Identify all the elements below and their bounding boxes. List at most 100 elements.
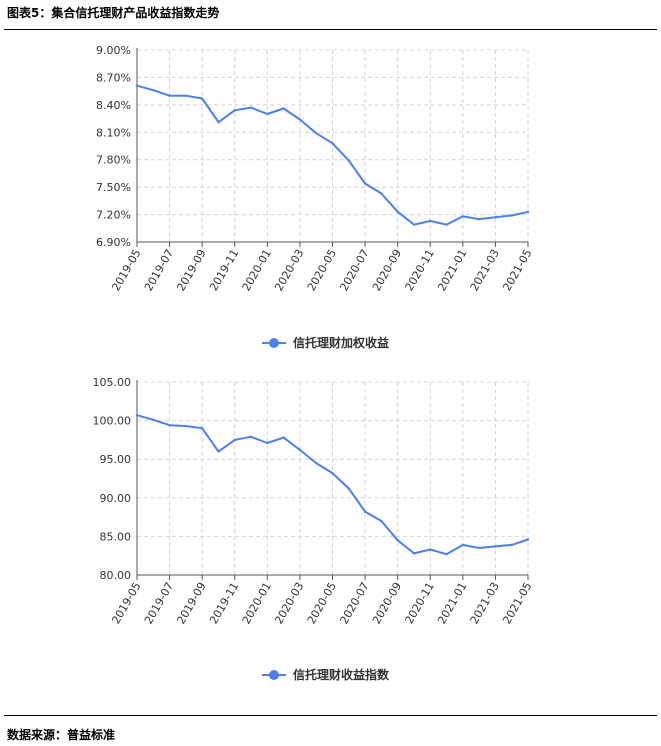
data-point	[445, 223, 448, 226]
x-tick-label: 2020-07	[337, 247, 371, 293]
x-tick-label: 2020-03	[272, 580, 306, 626]
figure-title: 图表5：集合信托理财产品收益指数走势	[7, 6, 220, 20]
data-point	[184, 424, 188, 428]
y-tick-label: 8.70%	[96, 71, 131, 84]
data-point	[217, 450, 220, 453]
data-point	[135, 413, 139, 417]
data-point	[184, 94, 188, 97]
x-tick-label: 2020-05	[305, 580, 339, 626]
y-tick-label: 6.90%	[96, 236, 131, 249]
y-tick-label: 95.00	[100, 453, 132, 466]
legend-label: 信托理财收益指数	[293, 667, 390, 682]
x-tick-label: 2020-11	[403, 247, 437, 293]
x-tick-label: 2021-05	[500, 580, 534, 626]
data-point	[217, 121, 220, 124]
y-tick-label: 9.00%	[96, 44, 131, 57]
x-tick-label: 2021-05	[500, 247, 534, 293]
data-point	[298, 118, 302, 121]
y-tick-label: 80.00	[100, 569, 132, 582]
data-point	[298, 448, 302, 452]
x-tick-label: 2021-01	[435, 580, 469, 626]
data-point	[526, 538, 530, 541]
y-tick-label: 90.00	[100, 492, 132, 505]
x-tick-label: 2019-07	[142, 580, 176, 626]
series-line	[136, 414, 529, 556]
x-tick-label: 2019-05	[109, 247, 143, 293]
y-tick-label: 105.00	[93, 376, 132, 389]
data-point	[266, 441, 269, 445]
data-point	[363, 510, 367, 513]
data-point	[347, 159, 350, 162]
data-point	[363, 182, 367, 185]
bottom-rule	[4, 715, 657, 716]
y-tick-label: 7.80%	[96, 154, 131, 167]
data-point	[152, 418, 155, 422]
data-point	[315, 461, 318, 465]
data-point	[249, 435, 253, 439]
x-tick-label: 2020-01	[240, 247, 274, 293]
data-point	[315, 132, 318, 135]
data-point	[380, 192, 383, 195]
data-point	[526, 210, 530, 214]
x-tick-label: 2020-09	[370, 247, 404, 293]
y-tick-label: 7.20%	[96, 209, 131, 222]
y-tick-label: 100.00	[93, 415, 132, 428]
data-point	[168, 424, 171, 427]
x-tick-label: 2019-11	[207, 580, 241, 626]
x-tick-label: 2019-07	[142, 247, 176, 293]
data-point	[233, 109, 236, 112]
data-point	[510, 543, 513, 547]
x-tick-label: 2021-01	[435, 247, 469, 293]
data-point	[200, 97, 204, 100]
chart-yield-index: 80.0085.0090.0095.00100.00105.002019-052…	[93, 376, 535, 682]
x-tick-label: 2021-03	[468, 247, 502, 293]
y-tick-label: 85.00	[100, 530, 132, 543]
x-tick-label: 2020-09	[370, 580, 404, 626]
x-tick-label: 2020-07	[337, 580, 371, 626]
data-point	[168, 94, 171, 97]
data-point	[510, 214, 513, 217]
data-point	[380, 519, 383, 523]
data-point	[331, 471, 334, 475]
data-point	[412, 223, 416, 226]
data-point	[347, 487, 350, 490]
legend-marker-icon	[269, 338, 279, 348]
data-point	[266, 112, 269, 116]
data-point	[461, 215, 465, 218]
data-point	[477, 217, 481, 221]
data-point	[412, 552, 416, 555]
data-point	[429, 548, 432, 551]
data-point	[282, 107, 285, 110]
data-point	[200, 427, 204, 430]
x-tick-label: 2020-03	[272, 247, 306, 293]
y-tick-label: 8.40%	[96, 99, 131, 112]
data-point	[429, 219, 432, 223]
x-tick-label: 2020-05	[305, 247, 339, 293]
legend-marker-icon	[269, 670, 279, 680]
x-tick-label: 2019-09	[175, 247, 209, 293]
x-tick-label: 2020-11	[403, 580, 437, 626]
top-rule	[4, 29, 657, 30]
data-point	[233, 438, 236, 442]
legend-label: 信托理财加权收益	[293, 335, 389, 350]
x-tick-label: 2019-05	[109, 580, 143, 626]
x-tick-label: 2019-09	[175, 580, 209, 626]
data-point	[477, 546, 481, 550]
data-point	[396, 539, 399, 542]
data-point	[135, 84, 139, 87]
data-point	[331, 142, 334, 145]
data-point	[396, 210, 399, 214]
data-point	[461, 543, 465, 547]
x-tick-label: 2021-03	[468, 580, 502, 626]
data-point	[282, 436, 285, 439]
data-point	[494, 216, 497, 219]
x-tick-label: 2020-01	[240, 580, 274, 626]
data-point	[445, 552, 448, 556]
y-tick-label: 7.50%	[96, 181, 131, 194]
y-tick-label: 8.10%	[96, 126, 131, 139]
figure-source: 数据来源：普益标准	[7, 728, 116, 742]
x-tick-label: 2019-11	[207, 247, 241, 293]
data-point	[152, 89, 155, 92]
data-point	[494, 545, 497, 548]
data-point	[249, 106, 253, 109]
